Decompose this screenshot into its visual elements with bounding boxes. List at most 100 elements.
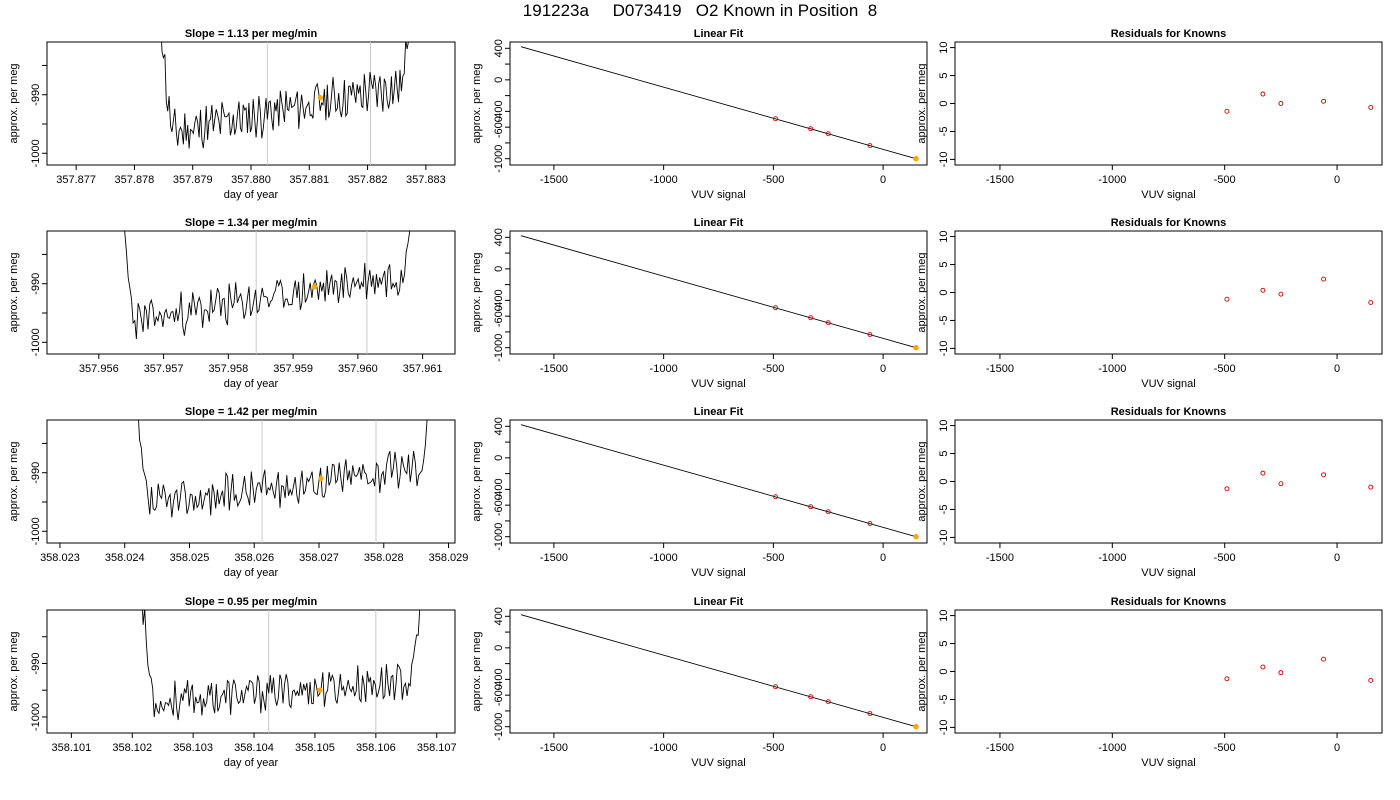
- y-tick-label: -5: [938, 695, 950, 705]
- y-tick-label: 10: [938, 609, 950, 621]
- x-axis-label: VUV signal: [691, 757, 745, 769]
- x-tick-label: -500: [762, 363, 784, 375]
- plot-frame: [954, 41, 1383, 166]
- x-tick-label: -500: [762, 174, 784, 186]
- y-axis-label: approx. per meg: [471, 252, 483, 332]
- y-axis-label: approx. per meg: [471, 631, 483, 711]
- panel-title: Residuals for Knowns: [1111, 28, 1227, 40]
- x-tick-label: 357.958: [208, 363, 248, 375]
- plot-frame: [954, 230, 1383, 355]
- panel-title: Slope = 1.34 per meg/min: [185, 217, 318, 229]
- y-axis-label: approx. per meg: [471, 441, 483, 521]
- y-tick-label: 0: [938, 100, 950, 106]
- x-tick-label: -1000: [650, 552, 678, 564]
- data-point: [867, 143, 873, 148]
- x-tick-label: 357.883: [406, 174, 446, 186]
- panel-title: Linear Fit: [694, 28, 744, 40]
- x-tick-label: -1500: [540, 552, 568, 564]
- y-tick-label: -400: [493, 289, 505, 311]
- y-tick-label: 400: [493, 228, 505, 246]
- x-axis-label: day of year: [224, 757, 279, 769]
- y-axis-label: approx. per meg: [916, 63, 928, 143]
- panel-title: Linear Fit: [694, 596, 744, 608]
- x-axis-label: day of year: [224, 189, 279, 201]
- x-axis-label: VUV signal: [1141, 567, 1195, 579]
- known-marker: [913, 723, 919, 730]
- known-marker: [311, 283, 318, 290]
- panel-title: Residuals for Knowns: [1111, 406, 1227, 418]
- residual-point: [1321, 276, 1327, 282]
- plot-frame: [509, 609, 928, 734]
- y-tick-label: -10: [938, 340, 950, 356]
- x-tick-label: 0: [880, 552, 886, 564]
- fit-line: [520, 614, 917, 728]
- x-axis-label: VUV signal: [1141, 378, 1195, 390]
- y-tick-label: 0: [493, 455, 505, 461]
- y-tick-label: -1000: [30, 139, 42, 167]
- x-tick-label: 357.878: [115, 174, 155, 186]
- x-tick-label: -1500: [986, 742, 1014, 754]
- y-axis-label: approx. per meg: [471, 63, 483, 143]
- x-tick-label: 357.882: [348, 174, 388, 186]
- residual-point: [1278, 291, 1284, 297]
- plot-frame: [509, 41, 928, 166]
- x-tick-label: 357.881: [289, 174, 329, 186]
- data-point: [825, 509, 831, 515]
- x-axis-label: day of year: [224, 378, 279, 390]
- x-axis-label: VUV signal: [691, 567, 745, 579]
- residual-point: [1321, 98, 1327, 104]
- y-tick-label: -10: [938, 151, 950, 167]
- known-marker: [913, 344, 919, 351]
- x-tick-label: 358.023: [40, 552, 80, 564]
- time-series-panel-2: Slope = 1.34 per meg/min 357.956 357.957 35…: [8, 217, 456, 390]
- plot-area: [520, 46, 919, 162]
- y-tick-label: -400: [493, 668, 505, 690]
- linear-fit-panel-4: Linear Fit -1500 -1000 -500 0 -1000 -600-400 0 4…: [471, 596, 928, 769]
- x-tick-label: -500: [1214, 742, 1236, 754]
- time-series-panel-1: Slope = 1.13 per meg/min 357.877 357.878 35…: [8, 28, 456, 201]
- plot-frame: [509, 230, 928, 355]
- x-axis-label: VUV signal: [1141, 189, 1195, 201]
- plot-frame: [46, 419, 456, 544]
- plot-area: [1224, 91, 1374, 114]
- plot-area: [138, 420, 428, 543]
- x-tick-label: 358.105: [295, 742, 335, 754]
- data-point: [773, 684, 779, 690]
- data-trace: [142, 610, 421, 721]
- fit-line: [520, 424, 917, 538]
- y-tick-label: 10: [938, 230, 950, 242]
- y-tick-label: 400: [493, 39, 505, 57]
- plot-area: [520, 614, 919, 730]
- panel-title: Slope = 1.13 per meg/min: [185, 28, 318, 40]
- data-trace: [138, 420, 428, 518]
- x-tick-label: -1000: [1098, 174, 1126, 186]
- data-point: [825, 320, 831, 326]
- x-tick-label: 358.026: [234, 552, 274, 564]
- residual-point: [1260, 91, 1266, 97]
- known-marker: [318, 475, 324, 482]
- plot-area: [520, 424, 919, 540]
- x-tick-label: 357.877: [56, 174, 96, 186]
- plot-frame: [954, 609, 1383, 734]
- residual-point: [1321, 472, 1327, 478]
- x-tick-label: -500: [1214, 363, 1236, 375]
- y-axis-label: approx. per meg: [8, 441, 20, 521]
- data-point: [825, 131, 831, 137]
- x-tick-label: 358.107: [417, 742, 457, 754]
- x-tick-label: 357.959: [273, 363, 313, 375]
- x-tick-label: -1000: [1098, 552, 1126, 564]
- y-tick-label: 0: [938, 289, 950, 295]
- y-axis-label: approx. per meg: [8, 63, 20, 143]
- y-tick-label: 0: [493, 77, 505, 83]
- y-tick-label: -1000: [493, 334, 505, 362]
- x-tick-label: -1500: [986, 363, 1014, 375]
- y-tick-label: -5: [938, 127, 950, 137]
- plot-frame: [46, 230, 456, 355]
- x-tick-label: 0: [880, 174, 886, 186]
- x-tick-label: 358.029: [429, 552, 469, 564]
- y-axis-label: approx. per meg: [8, 631, 20, 711]
- x-tick-label: -500: [1214, 174, 1236, 186]
- plot-frame: [954, 419, 1383, 544]
- residual-point: [1260, 470, 1266, 476]
- residual-point: [1260, 664, 1266, 670]
